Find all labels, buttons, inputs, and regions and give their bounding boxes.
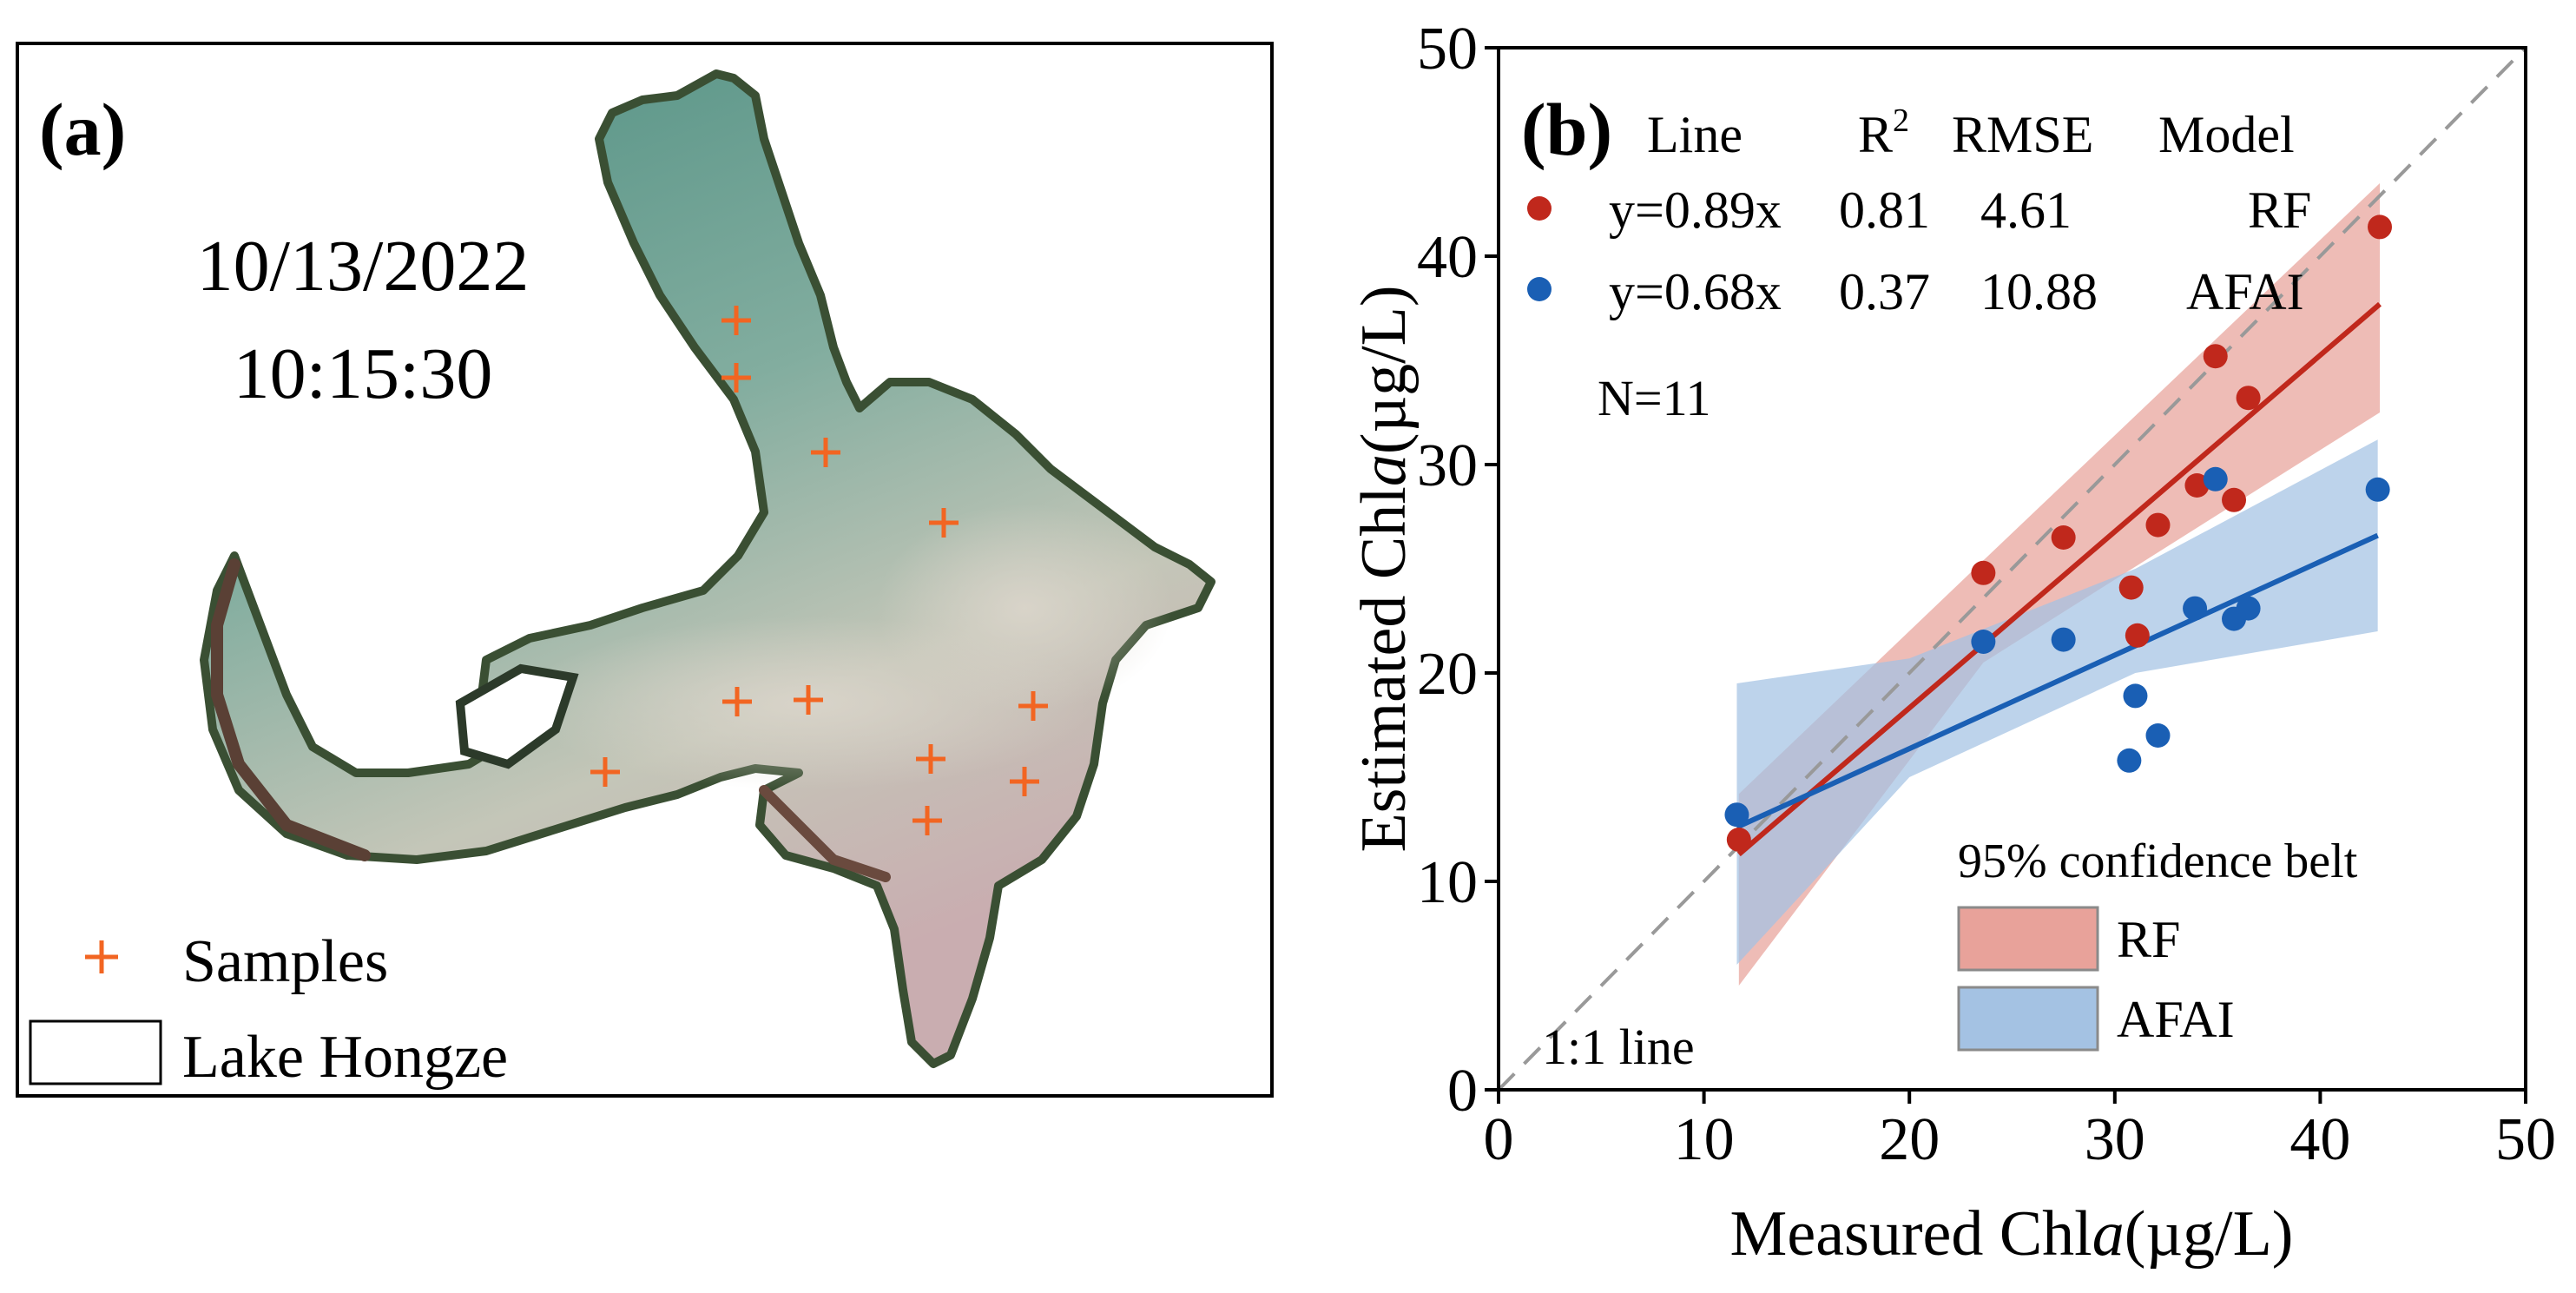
sample-marker — [912, 806, 942, 835]
sample-markers — [590, 306, 1048, 835]
sample-marker — [916, 744, 945, 774]
afai-data-point — [1724, 802, 1749, 828]
sample-marker — [721, 363, 751, 393]
y-tick-label: 20 — [1417, 641, 1478, 708]
y-tick-label: 0 — [1447, 1058, 1478, 1125]
map-legend: Samples Lake Hongze — [29, 928, 508, 1091]
rf-data-point — [1726, 828, 1751, 852]
panel-a: (a) 10/13/2022 10:15:30 Samples Lake Hon… — [16, 42, 1274, 1098]
y-ticks: 0 10 20 30 40 50 — [1417, 16, 1499, 1125]
rf-data-point — [2051, 525, 2076, 550]
x-tick-label: 10 — [1674, 1106, 1735, 1173]
x-tick-label: 30 — [2085, 1106, 2145, 1173]
rf-confidence-band — [1738, 183, 2381, 986]
afai-data-point — [1971, 630, 1996, 654]
rf-data-point — [2222, 487, 2247, 512]
rf-model: RF — [2248, 181, 2311, 239]
rf-data-point — [2145, 512, 2171, 538]
sample-marker — [722, 687, 752, 716]
rf-data-point — [2184, 473, 2210, 498]
shoreline-vegetation — [211, 558, 371, 861]
y-tick-label: 50 — [1417, 16, 1478, 82]
afai-data-point — [2365, 477, 2390, 502]
y-tick-label: 40 — [1417, 224, 1478, 291]
rf-rmse: 4.61 — [1980, 181, 2072, 239]
sample-marker — [590, 757, 620, 787]
panel-b-label: (b) — [1521, 88, 1612, 171]
image-time: 10:15:30 — [234, 333, 493, 414]
y-tick-label: 10 — [1417, 849, 1478, 916]
x-tick-label: 50 — [2495, 1106, 2556, 1173]
n-label: N=11 — [1598, 370, 1710, 426]
rf-data-point — [2236, 386, 2261, 411]
plot-area — [1497, 46, 2527, 1092]
rf-data-point — [2118, 575, 2144, 600]
afai-data-point — [2183, 596, 2208, 621]
rf-band-swatch — [1957, 906, 2099, 972]
x-tick-label: 20 — [1879, 1106, 1940, 1173]
legend-sample-icon — [85, 940, 118, 973]
afai-data-point — [2117, 748, 2142, 773]
afai-data-point — [2051, 627, 2076, 652]
point-layer — [1724, 214, 2393, 852]
afai-rmse: 10.88 — [1980, 263, 2098, 320]
rf-data-point — [2203, 344, 2228, 369]
rf-band-label: RF — [2117, 911, 2180, 968]
afai-model: AFAI — [2186, 263, 2304, 320]
x-ticks: 0 10 20 30 40 50 — [1484, 1090, 2556, 1173]
x-tick-label: 40 — [2289, 1106, 2350, 1173]
one-to-one-line — [1497, 46, 2527, 1092]
legend-lake-icon — [29, 1019, 162, 1085]
afai-confidence-band — [1736, 439, 2378, 965]
x-tick-label: 0 — [1484, 1106, 1514, 1173]
header-r2: R2 — [1858, 102, 1909, 163]
one-to-one-label: 1:1 line — [1542, 1019, 1695, 1075]
rf-fit-line — [1736, 301, 2382, 857]
stats-table: Line R2 RMSE Model y=0.89x 0.81 4.61 RF … — [1527, 102, 2311, 320]
axes-frame — [1497, 46, 2527, 1092]
afai-line-eq: y=0.68x — [1609, 263, 1782, 320]
image-date: 10/13/2022 — [197, 226, 530, 307]
sample-marker — [811, 438, 840, 467]
panel-a-label: (a) — [39, 88, 126, 171]
afai-data-point — [2236, 596, 2261, 621]
rf-r2: 0.81 — [1839, 181, 1930, 239]
legend-lake-label: Lake Hongze — [182, 1024, 508, 1091]
header-line: Line — [1647, 106, 1743, 163]
panel-b: 0 10 20 30 40 50 0 10 20 30 40 50 Measured Chla(µg… — [1348, 16, 2556, 1270]
haze-patch — [877, 504, 1172, 712]
afai-legend-dot — [1527, 277, 1552, 301]
header-rmse: RMSE — [1952, 106, 2093, 163]
sample-marker — [794, 685, 823, 715]
rf-data-point — [2368, 214, 2393, 240]
legend-samples-label: Samples — [182, 928, 388, 995]
afai-r2: 0.37 — [1839, 263, 1930, 320]
y-tick-label: 30 — [1417, 432, 1478, 499]
afai-fit-line — [1736, 532, 2379, 830]
header-model: Model — [2158, 106, 2295, 163]
sample-marker — [1010, 767, 1039, 796]
shoreline-vegetation — [759, 785, 891, 882]
rf-line-eq: y=0.89x — [1609, 181, 1782, 239]
sample-marker — [929, 508, 959, 538]
fit-line-layer — [1736, 301, 2382, 857]
afai-data-point — [2145, 723, 2171, 748]
confidence-legend: 95% confidence belt RF AFAI — [1957, 835, 2358, 1052]
x-axis-label: Measured Chla(µg/L) — [1730, 1198, 2294, 1270]
sample-marker — [1018, 691, 1048, 721]
sample-marker — [721, 306, 751, 335]
confidence-legend-title: 95% confidence belt — [1958, 835, 2358, 888]
rf-data-point — [2125, 623, 2150, 648]
y-axis-label: Estimated Chla(µg/L) — [1348, 285, 1420, 852]
rf-data-point — [1971, 560, 1996, 585]
afai-data-point — [2123, 683, 2148, 709]
rf-legend-dot — [1527, 196, 1552, 221]
afai-data-point — [2203, 466, 2228, 491]
afai-band-layer — [1736, 439, 2378, 965]
afai-band-swatch — [1957, 986, 2099, 1052]
rf-band-layer — [1738, 183, 2381, 986]
inlet-gap — [455, 663, 579, 769]
afai-band-label: AFAI — [2117, 991, 2235, 1048]
